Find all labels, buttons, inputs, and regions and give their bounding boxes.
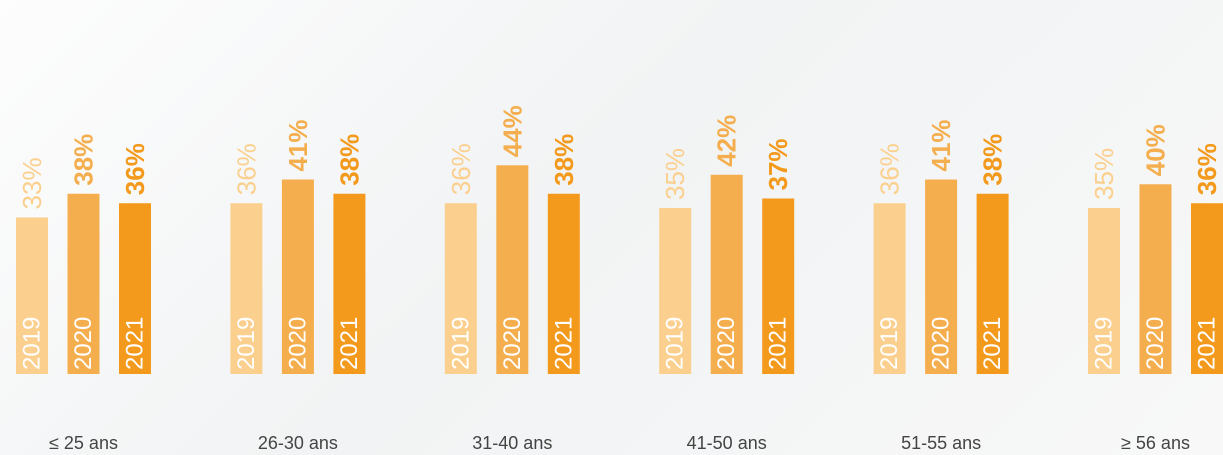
bar-series-label: 2020: [284, 317, 311, 370]
bar-series-label: 2020: [70, 317, 97, 370]
bar-series-label: 2019: [447, 317, 474, 370]
value-label: 44%: [497, 105, 527, 157]
value-label: 38%: [549, 134, 579, 186]
bar: [281, 179, 314, 374]
bar: [1139, 184, 1172, 374]
bar: [119, 203, 151, 374]
x-tick-label: 31-40 ans: [472, 433, 552, 453]
bar: [873, 203, 906, 374]
value-label: 36%: [446, 143, 476, 195]
bar-series-label: 2020: [928, 317, 955, 370]
value-label: 36%: [1192, 143, 1222, 195]
bar: [67, 193, 100, 374]
value-label: 35%: [660, 148, 690, 200]
bar: [496, 165, 529, 374]
value-label: 36%: [231, 143, 261, 195]
value-label: 35%: [1089, 148, 1119, 200]
bar-series-label: 2021: [1194, 317, 1221, 370]
bar: [16, 217, 48, 374]
bar-series-label: 2020: [713, 317, 740, 370]
value-label: 41%: [926, 119, 956, 171]
bar-series-label: 2021: [765, 317, 792, 370]
value-label: 37%: [763, 138, 793, 190]
value-label: 33%: [17, 157, 47, 209]
value-label: 41%: [283, 119, 313, 171]
value-label: 40%: [1141, 124, 1171, 176]
bar: [333, 193, 366, 374]
bar: [547, 193, 580, 374]
x-tick-label: ≤ 25 ans: [49, 433, 118, 453]
x-tick-label: ≥ 56 ans: [1121, 433, 1190, 453]
bar-series-label: 2021: [122, 317, 149, 370]
x-tick-label: 41-50 ans: [687, 433, 767, 453]
bar-series-label: 2020: [499, 317, 526, 370]
x-tick-label: 26-30 ans: [258, 433, 338, 453]
bar-series-label: 2021: [336, 317, 363, 370]
bar-series-label: 2021: [979, 317, 1006, 370]
x-tick-label: 51-55 ans: [901, 433, 981, 453]
bar: [976, 193, 1009, 374]
value-label: 42%: [712, 115, 742, 167]
bar: [762, 198, 795, 374]
value-label: 36%: [875, 143, 905, 195]
bar: [1191, 203, 1223, 374]
value-label: 38%: [978, 134, 1008, 186]
bar-series-label: 2019: [1091, 317, 1118, 370]
value-label: 36%: [120, 143, 150, 195]
bar-series-label: 2019: [233, 317, 260, 370]
bar: [659, 207, 692, 374]
bar-series-label: 2020: [1142, 317, 1169, 370]
bar-series-label: 2019: [876, 317, 903, 370]
value-label: 38%: [69, 134, 99, 186]
bar: [710, 174, 743, 374]
bar: [444, 203, 477, 374]
bar-series-label: 2019: [662, 317, 689, 370]
bar: [1088, 207, 1120, 374]
value-label: 38%: [334, 134, 364, 186]
bar-series-label: 2021: [550, 317, 577, 370]
bar-series-label: 2019: [19, 317, 46, 370]
bar: [925, 179, 958, 374]
bar: [230, 203, 263, 374]
